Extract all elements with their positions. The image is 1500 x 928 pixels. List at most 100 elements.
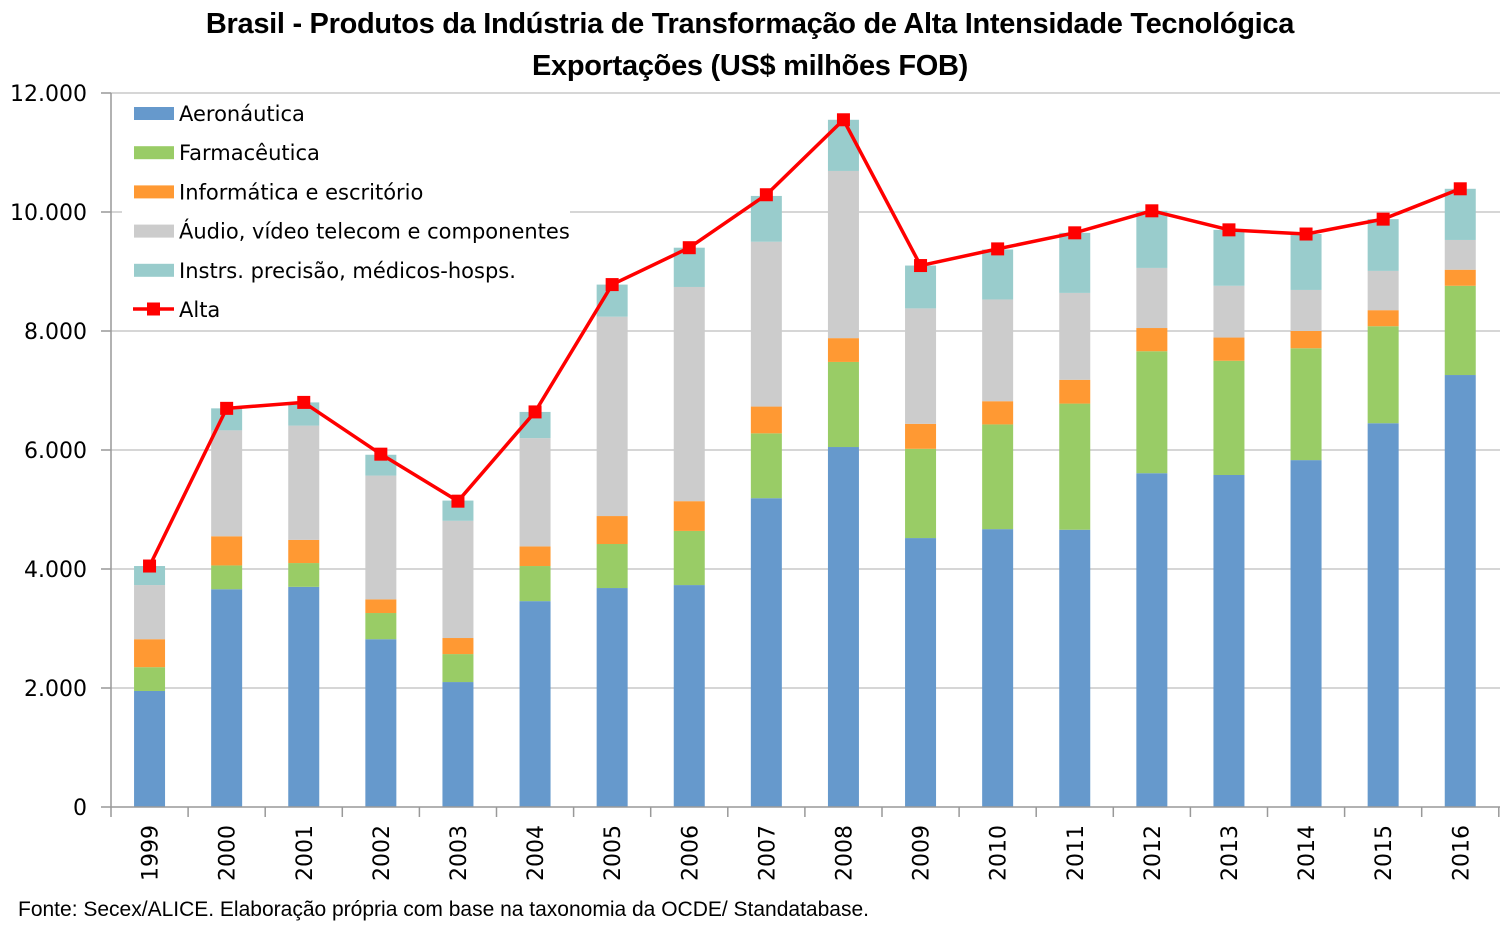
- marker-alta-2010: [991, 242, 1005, 256]
- bar-segment-farmac-utica-2014: [1290, 348, 1322, 461]
- x-tick-label: 2012: [1141, 825, 1166, 881]
- bar-segment-farmac-utica-2004: [519, 566, 551, 602]
- marker-alta-1999: [143, 559, 157, 573]
- bar-segment--udio-v-deo-telecom-e-componentes-2008: [827, 170, 859, 339]
- chart-subtitle: Exportações (US$ milhões FOB): [531, 50, 969, 82]
- bar-segment--udio-v-deo-telecom-e-componentes-2000: [211, 430, 243, 537]
- bar-segment-inform-tica-e-escrit-rio-2016: [1444, 269, 1476, 286]
- x-tick-label: 2010: [987, 825, 1012, 881]
- legend-swatch: [134, 263, 174, 277]
- x-tick-label: 2014: [1295, 825, 1320, 881]
- marker-alta-2008: [836, 113, 850, 127]
- x-tick-label: 2003: [447, 825, 472, 881]
- bar-segment-instrs-precis-o-m-dicos-hosps--2008: [827, 119, 859, 171]
- bar-segment-instrs-precis-o-m-dicos-hosps--1999: [134, 566, 166, 586]
- bar-segment-inform-tica-e-escrit-rio-2010: [982, 401, 1014, 425]
- bar-segment--udio-v-deo-telecom-e-componentes-2014: [1290, 289, 1322, 331]
- bar-segment-inform-tica-e-escrit-rio-2001: [288, 539, 320, 564]
- bar-segment-aeron-utica-2011: [1059, 529, 1091, 807]
- bar-segment-aeron-utica-2014: [1290, 460, 1322, 807]
- marker-alta-2015: [1376, 212, 1390, 226]
- bar-segment--udio-v-deo-telecom-e-componentes-2006: [673, 286, 705, 502]
- x-tick-label: 2011: [1064, 825, 1089, 881]
- line-series-group: [143, 113, 1467, 573]
- bar-segment-aeron-utica-1999: [134, 690, 166, 807]
- legend-label: Farmacêutica: [179, 141, 320, 165]
- bar-segment-farmac-utica-2005: [596, 544, 628, 589]
- marker-alta-2009: [914, 259, 928, 273]
- bar-segment-aeron-utica-2008: [827, 447, 859, 807]
- bar-segment-farmac-utica-2013: [1213, 360, 1245, 475]
- bar-segment-inform-tica-e-escrit-rio-2015: [1367, 310, 1399, 327]
- bar-segment--udio-v-deo-telecom-e-componentes-2001: [288, 425, 320, 540]
- marker-alta-2006: [682, 241, 696, 255]
- bar-segment-inform-tica-e-escrit-rio-2000: [211, 536, 243, 566]
- line-alta: [147, 118, 1461, 567]
- y-tick-label: 12.000: [10, 82, 87, 107]
- bar-segment--udio-v-deo-telecom-e-componentes-2002: [365, 475, 397, 600]
- bar-segment--udio-v-deo-telecom-e-componentes-1999: [134, 585, 166, 640]
- bar-segment-farmac-utica-2015: [1367, 326, 1399, 424]
- legend-swatch: [134, 185, 174, 199]
- x-tick-label: 2004: [524, 825, 549, 881]
- legend: Aeronáutica Farmacêutica Informática e esc…: [122, 96, 570, 328]
- y-tick-label: 2.000: [24, 677, 87, 702]
- bar-segment-instrs-precis-o-m-dicos-hosps--2011: [1059, 232, 1091, 293]
- x-tick-label: 2008: [832, 825, 857, 881]
- bar-segment-instrs-precis-o-m-dicos-hosps--2010: [982, 249, 1014, 300]
- bar-segment-farmac-utica-2011: [1059, 403, 1091, 530]
- bar-segment-farmac-utica-2010: [982, 424, 1014, 530]
- x-tick-label: 2015: [1372, 825, 1397, 881]
- bar-segment-aeron-utica-2012: [1136, 473, 1168, 807]
- bar-segment-inform-tica-e-escrit-rio-2014: [1290, 331, 1322, 349]
- bar-segment-instrs-precis-o-m-dicos-hosps--2009: [905, 265, 937, 309]
- marker-alta-2014: [1299, 227, 1313, 241]
- bar-segment-farmac-utica-2002: [365, 613, 397, 640]
- bar-segment-instrs-precis-o-m-dicos-hosps--2003: [442, 500, 474, 521]
- marker-alta-2001: [297, 395, 311, 409]
- bar-segment-farmac-utica-2008: [827, 361, 859, 448]
- x-tick-label: 2016: [1449, 825, 1474, 881]
- bar-segment-farmac-utica-2012: [1136, 351, 1168, 474]
- bar-segment-farmac-utica-2003: [442, 654, 474, 683]
- bar-segment--udio-v-deo-telecom-e-componentes-2011: [1059, 292, 1091, 380]
- bar-segment-inform-tica-e-escrit-rio-2004: [519, 546, 551, 567]
- bar-segment--udio-v-deo-telecom-e-componentes-2016: [1444, 239, 1476, 270]
- x-tick-label: 2002: [370, 825, 395, 881]
- bar-segment-aeron-utica-2013: [1213, 474, 1245, 807]
- bar-segment-farmac-utica-1999: [134, 667, 166, 691]
- chart-title: Brasil - Produtos da Indústria de Transf…: [205, 8, 1295, 40]
- x-tick-label: 1999: [139, 825, 164, 881]
- bar-segment--udio-v-deo-telecom-e-componentes-2003: [442, 520, 474, 639]
- y-tick-label: 0: [73, 796, 87, 821]
- bar-segment-inform-tica-e-escrit-rio-2011: [1059, 379, 1091, 404]
- legend-swatch: [134, 224, 174, 238]
- bar-segment-inform-tica-e-escrit-rio-2009: [905, 423, 937, 449]
- y-tick-label: 4.000: [24, 558, 87, 583]
- x-tick-label: 2005: [601, 825, 626, 881]
- bar-segment--udio-v-deo-telecom-e-componentes-2004: [519, 438, 551, 547]
- bar-segment-farmac-utica-2001: [288, 563, 320, 587]
- bar-segment--udio-v-deo-telecom-e-componentes-2007: [750, 241, 782, 407]
- bar-segment-instrs-precis-o-m-dicos-hosps--2014: [1290, 234, 1322, 290]
- marker-alta-2002: [374, 447, 388, 461]
- bar-segment--udio-v-deo-telecom-e-componentes-2015: [1367, 270, 1399, 311]
- bar-segment-aeron-utica-2015: [1367, 423, 1399, 807]
- marker-alta-2016: [1453, 182, 1467, 196]
- marker-alta-2000: [220, 401, 234, 415]
- legend-label: Instrs. precisão, médicos-hosps.: [179, 259, 516, 283]
- bar-segment-aeron-utica-2002: [365, 639, 397, 807]
- bar-segment-instrs-precis-o-m-dicos-hosps--2016: [1444, 188, 1476, 240]
- marker-alta-2005: [605, 278, 619, 292]
- bar-segment-aeron-utica-2005: [596, 588, 628, 807]
- bar-segment-inform-tica-e-escrit-rio-2006: [673, 501, 705, 531]
- bar-segment-aeron-utica-2006: [673, 585, 705, 807]
- bar-segment-inform-tica-e-escrit-rio-1999: [134, 639, 166, 668]
- x-tick-label: 2009: [910, 825, 935, 881]
- axes: 0 2.000 4.000 6.000 8.000 10.000 12.000 1999 200…: [10, 82, 1500, 881]
- x-tick-label: 2007: [755, 825, 780, 881]
- marker-alta-2003: [451, 494, 465, 508]
- bar-segment-farmac-utica-2000: [211, 565, 243, 590]
- bar-segment-inform-tica-e-escrit-rio-2003: [442, 638, 474, 655]
- marker-alta-2012: [1145, 204, 1159, 218]
